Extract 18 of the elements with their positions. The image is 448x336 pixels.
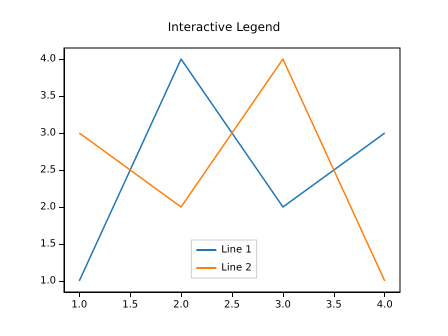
- y-tick-label: 1.0: [40, 275, 56, 286]
- legend-label: Line 1: [221, 244, 252, 256]
- x-tick-label: 2.0: [173, 300, 190, 310]
- y-tick-label: 1.5: [40, 238, 56, 250]
- x-tick-label: 1.0: [71, 300, 88, 310]
- x-tick-label: 3.5: [326, 300, 342, 310]
- x-tick-label: 4.0: [376, 300, 393, 310]
- y-tick-label: 3.5: [40, 90, 56, 102]
- legend-label: Line 2: [221, 262, 252, 274]
- line-series: [78, 58, 386, 282]
- y-tick-label: 4.0: [40, 54, 56, 65]
- x-tick-label: 1.5: [122, 300, 138, 310]
- chart-title: Interactive Legend: [168, 20, 280, 34]
- x-tick-label: 2.5: [224, 300, 240, 310]
- y-tick-label: 2.0: [40, 201, 56, 212]
- y-tick-label: 3.0: [40, 128, 56, 139]
- x-tick-label: 3.0: [274, 300, 291, 310]
- y-tick-label: 2.5: [40, 164, 56, 176]
